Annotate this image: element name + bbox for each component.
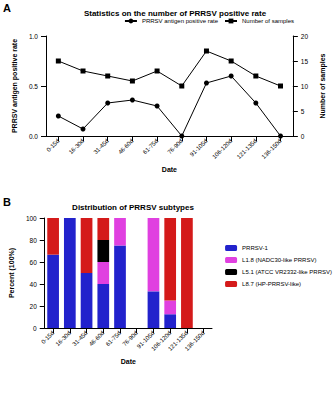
svg-text:40: 40: [30, 281, 38, 288]
svg-text:20: 20: [30, 303, 38, 310]
svg-text:31-45d: 31-45d: [92, 138, 109, 155]
svg-text:121-135d: 121-135d: [166, 329, 189, 352]
svg-text:Statistics on the number of PR: Statistics on the number of PRRSV positi…: [84, 9, 267, 18]
svg-text:61-75d: 61-75d: [142, 138, 159, 155]
svg-text:46-60d: 46-60d: [117, 138, 134, 155]
svg-text:0.5: 0.5: [29, 83, 38, 90]
svg-text:Number of samples: Number of samples: [319, 53, 327, 118]
svg-text:L5.1 (ATCC VR2332-like PRRSV): L5.1 (ATCC VR2332-like PRRSV): [242, 269, 332, 275]
svg-text:31-45d: 31-45d: [71, 330, 88, 347]
svg-text:121-135d: 121-135d: [236, 138, 258, 160]
svg-text:106-120d: 106-120d: [211, 138, 233, 160]
svg-text:46-60d: 46-60d: [88, 330, 105, 347]
svg-text:16-30d: 16-30d: [55, 330, 72, 347]
svg-text:10: 10: [301, 83, 309, 90]
svg-text:0: 0: [301, 133, 305, 140]
svg-text:16-30d: 16-30d: [68, 138, 85, 155]
svg-text:80: 80: [30, 237, 38, 244]
svg-text:PRRSV antigen positive rate: PRRSV antigen positive rate: [11, 39, 19, 133]
svg-text:B: B: [3, 196, 11, 208]
svg-text:PRRSV antigen positive rate: PRRSV antigen positive rate: [142, 18, 219, 24]
svg-text:Distribution of PRRSV subtypes: Distribution of PRRSV subtypes: [72, 203, 194, 212]
svg-text:Date: Date: [162, 166, 177, 173]
svg-text:5: 5: [301, 108, 305, 115]
svg-text:136-150d: 136-150d: [184, 330, 206, 352]
svg-text:L1.8 (NADC30-like PRRSV): L1.8 (NADC30-like PRRSV): [242, 257, 316, 263]
svg-text:136-150d: 136-150d: [261, 138, 283, 160]
svg-text:A: A: [3, 2, 11, 14]
svg-text:0-15d: 0-15d: [40, 330, 55, 345]
svg-text:Number of samples: Number of samples: [242, 18, 294, 24]
svg-text:1.0: 1.0: [29, 33, 38, 40]
svg-text:106-120d: 106-120d: [150, 329, 173, 352]
svg-text:61-75d: 61-75d: [105, 330, 122, 347]
svg-text:76-90d: 76-90d: [121, 329, 139, 348]
svg-text:20: 20: [301, 33, 309, 40]
svg-text:100: 100: [26, 215, 37, 222]
svg-text:60: 60: [30, 259, 38, 266]
svg-text:L8.7 (HP-PRRSV-like): L8.7 (HP-PRRSV-like): [242, 281, 301, 287]
svg-text:0-15d: 0-15d: [45, 138, 60, 153]
svg-text:15: 15: [301, 58, 309, 65]
svg-text:PRRSV-1: PRRSV-1: [242, 245, 268, 251]
svg-text:76-90d: 76-90d: [166, 138, 183, 155]
svg-text:0: 0: [33, 325, 37, 332]
svg-text:0.0: 0.0: [29, 133, 38, 140]
svg-text:Percent (100%): Percent (100%): [8, 248, 16, 298]
svg-text:91-105d: 91-105d: [135, 329, 156, 350]
svg-text:Date: Date: [121, 358, 136, 365]
svg-text:91-105d: 91-105d: [189, 138, 209, 158]
